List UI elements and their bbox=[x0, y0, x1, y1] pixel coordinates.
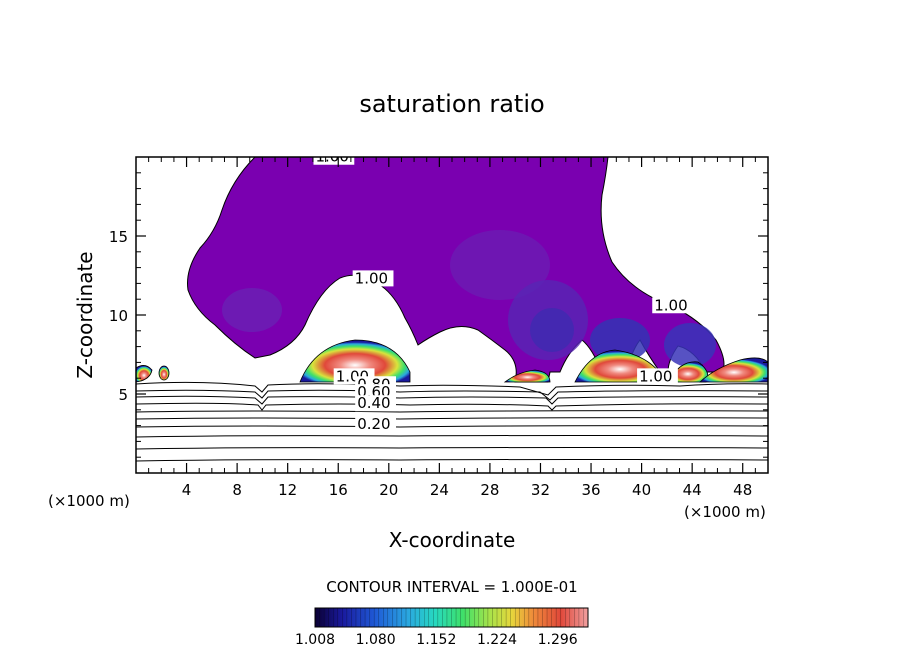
colorbar-tick-label: 1.080 bbox=[356, 632, 396, 648]
colorbar-labels: 1.008 1.080 1.152 1.224 1.296 bbox=[295, 632, 578, 648]
contour-label: 0.20 bbox=[357, 415, 390, 433]
contour-label: 1.00 bbox=[639, 367, 672, 385]
x-unit-label-right: (×1000 m) bbox=[684, 503, 766, 521]
contour-label: 1.00 bbox=[654, 296, 687, 314]
y-tick-label: 5 bbox=[118, 386, 128, 404]
y-tick-label: 10 bbox=[109, 307, 128, 325]
x-tick-label: 20 bbox=[379, 481, 398, 499]
colorbar-tick-label: 1.152 bbox=[416, 632, 456, 648]
convective-cell bbox=[299, 339, 411, 383]
colorbar: 1.008 1.080 1.152 1.224 1.296 bbox=[295, 607, 589, 648]
x-tick-label: 36 bbox=[581, 481, 600, 499]
convective-cell bbox=[158, 365, 170, 381]
colorbar-tick-label: 1.224 bbox=[477, 632, 517, 648]
plot-area: 1.001.001.001.001.000.800.600.400.20 bbox=[136, 148, 768, 473]
contour-label: 1.00 bbox=[315, 148, 348, 166]
contour-label: 1.00 bbox=[355, 269, 388, 287]
contour-lines bbox=[136, 381, 768, 462]
cloud-inner-cell bbox=[664, 323, 716, 367]
convective-cell bbox=[503, 369, 551, 383]
x-tick-label: 44 bbox=[683, 481, 702, 499]
chart-title: saturation ratio bbox=[359, 90, 544, 118]
colorbar-stripes bbox=[319, 608, 584, 627]
cloud-inner-cell bbox=[450, 230, 550, 300]
convective-cell bbox=[698, 357, 768, 383]
x-tick-label: 28 bbox=[480, 481, 499, 499]
x-unit-label-left: (×1000 m) bbox=[48, 492, 130, 510]
x-tick-label: 16 bbox=[329, 481, 348, 499]
cloud-inner-cell bbox=[590, 318, 650, 362]
x-tick-label: 24 bbox=[430, 481, 449, 499]
x-tick-label: 4 bbox=[182, 481, 192, 499]
colorbar-tick-label: 1.008 bbox=[295, 632, 335, 648]
x-tick-label: 8 bbox=[232, 481, 242, 499]
cloud-inner-cell bbox=[530, 308, 574, 352]
contour-label: 0.40 bbox=[357, 394, 390, 412]
contour-label-bg bbox=[355, 395, 396, 412]
contour-label-bg bbox=[355, 415, 396, 432]
contour-label-layer: 1.001.001.001.001.000.800.600.400.20 bbox=[313, 148, 694, 433]
colorbar-tick-label: 1.296 bbox=[538, 632, 578, 648]
cloud-inner-cell bbox=[222, 288, 282, 332]
x-tick-label: 40 bbox=[632, 481, 651, 499]
x-tick-label: 32 bbox=[531, 481, 550, 499]
contour-interval-label: CONTOUR INTERVAL = 1.000E-01 bbox=[326, 578, 577, 596]
contour-label-bg bbox=[637, 368, 678, 385]
x-tick-label: 12 bbox=[278, 481, 297, 499]
contour-label-bg bbox=[652, 297, 694, 314]
y-axis-title: Z-coordinate bbox=[73, 251, 97, 378]
x-tick-label: 48 bbox=[733, 481, 752, 499]
contour-label-bg bbox=[352, 270, 394, 287]
contour-label-bg bbox=[313, 157, 355, 165]
y-tick-label: 15 bbox=[109, 228, 128, 246]
x-axis-title: X-coordinate bbox=[389, 528, 516, 552]
